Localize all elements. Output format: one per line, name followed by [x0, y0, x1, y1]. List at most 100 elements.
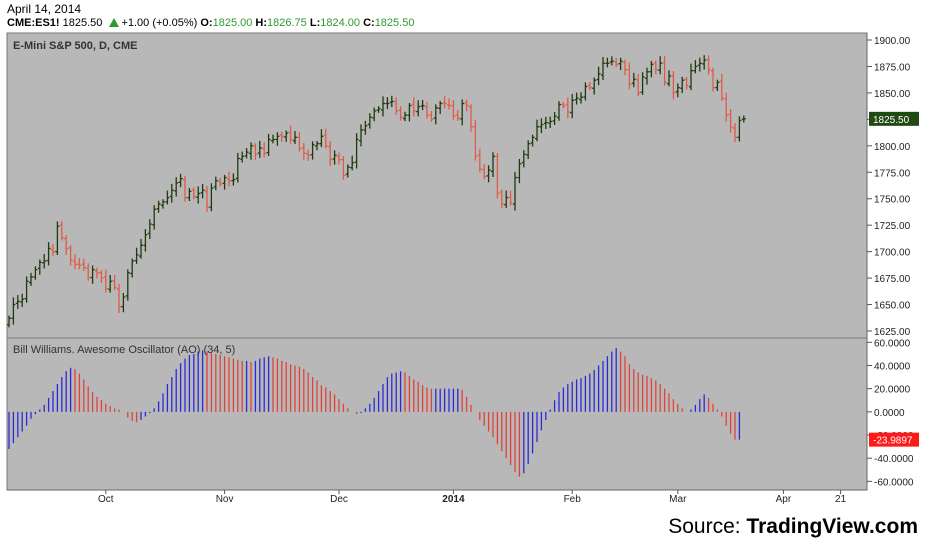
ohlc-bar: [499, 189, 504, 209]
ohlc-bar: [174, 177, 179, 197]
chart-canvas[interactable]: E-Mini S&P 500, D, CME Bill Williams. Aw…: [0, 0, 932, 512]
ao-y-tick-label: 20.0000: [874, 385, 911, 396]
ohlc-bar: [561, 101, 566, 109]
ohlc-bar: [429, 111, 434, 123]
price-y-tick-label: 1800.00: [874, 142, 911, 153]
ohlc-bar: [579, 92, 583, 104]
ohlc-bar: [420, 99, 425, 111]
price-series: [7, 55, 746, 328]
ohlc-bar: [724, 92, 729, 122]
ohlc-bar: [504, 190, 509, 209]
ohlc-bar: [59, 220, 64, 241]
ohlc-bar: [231, 173, 236, 186]
ohlc-bar: [381, 96, 385, 117]
ohlc-bar: [473, 119, 478, 161]
ohlc-bar: [376, 106, 381, 113]
ohlc-bar: [139, 238, 143, 259]
ao-panel[interactable]: [6, 337, 868, 491]
ohlc-bar: [433, 104, 438, 125]
ohlc-bar: [64, 235, 69, 255]
ohlc-bar: [442, 95, 447, 109]
ohlc-bar: [218, 177, 223, 187]
ohlc-bar: [517, 158, 522, 184]
ao-last-label: -23.9897: [873, 436, 913, 447]
ohlc-bar: [293, 131, 297, 145]
ohlc-bar: [667, 70, 671, 87]
ohlc-bar: [411, 97, 416, 117]
ohlc-bar: [513, 171, 517, 211]
time-axis-label: 2014: [442, 494, 465, 505]
ohlc-bar: [702, 55, 707, 70]
up-arrow-icon: [109, 18, 120, 27]
ohlc-bar: [491, 152, 495, 178]
ohlc-bar: [636, 74, 641, 97]
ohlc-bar: [266, 133, 271, 156]
ohlc-bar: [275, 132, 280, 146]
ohlc-bar: [323, 128, 328, 149]
ohlc-bar: [486, 165, 491, 183]
time-axis-label: Nov: [216, 494, 234, 505]
ohlc-bar: [715, 79, 720, 92]
ohlc-bar: [367, 113, 372, 129]
ohlc-bar: [99, 270, 104, 283]
ohlc-bar: [337, 152, 341, 165]
ao-panel-title: Bill Williams. Awesome Oscillator (AO) (…: [13, 344, 235, 356]
ohlc-bar: [570, 93, 575, 119]
ohlc-bar: [117, 284, 121, 314]
ohlc-bar: [385, 97, 390, 110]
ohlc-bar: [460, 99, 465, 126]
ohlc-bar: [398, 106, 403, 121]
quote-line: CME:ES1! 1825.50 +1.00 (+0.05%) O:1825.0…: [7, 17, 414, 29]
open-value: 1825.00: [212, 17, 253, 29]
ohlc-bar: [557, 101, 561, 121]
ohlc-bar: [200, 183, 205, 199]
price-y-tick-label: 1775.00: [874, 168, 911, 179]
ohlc-bar: [152, 205, 157, 230]
ohlc-bar: [671, 71, 676, 100]
ohlc-bar: [508, 190, 513, 206]
ohlc-bar: [345, 164, 350, 178]
ohlc-bar: [108, 274, 113, 293]
close-label: C:: [363, 17, 375, 29]
ohlc-bar: [306, 149, 311, 161]
ohlc-bar: [451, 99, 456, 120]
ohlc-bar: [653, 60, 658, 75]
ao-series: [8, 348, 741, 477]
price-y-tick-label: 1900.00: [874, 36, 911, 47]
ohlc-bar: [477, 148, 482, 173]
ohlc-bar: [11, 297, 16, 325]
ohlc-bar: [235, 152, 240, 183]
ohlc-bar: [737, 116, 742, 142]
ohlc-bar: [33, 266, 38, 280]
ohlc-bar: [187, 187, 192, 202]
ohlc-bar: [20, 293, 25, 307]
ohlc-bar: [178, 173, 183, 188]
ohlc-bar: [447, 98, 451, 110]
ohlc-bar: [284, 130, 289, 142]
ohlc-bar: [209, 183, 214, 212]
ohlc-bar: [733, 123, 737, 143]
ohlc-bar: [469, 104, 473, 132]
ao-y-tick-label: 60.0000: [874, 338, 911, 349]
ohlc-bar: [526, 140, 531, 160]
ohlc-bar: [7, 315, 11, 328]
ohlc-bar: [161, 199, 165, 209]
ohlc-bar: [354, 133, 359, 169]
ohlc-bar: [552, 112, 557, 125]
price-y-tick-label: 1850.00: [874, 89, 911, 100]
price-panel-title: E-Mini S&P 500, D, CME: [13, 40, 138, 52]
ohlc-bar: [328, 140, 333, 166]
ohlc-bar: [205, 185, 209, 213]
ohlc-bar: [73, 254, 77, 270]
ohlc-bar: [530, 134, 535, 147]
ohlc-bar: [125, 269, 130, 301]
price-change: +1.00 (+0.05%): [121, 17, 198, 29]
ohlc-bar: [543, 116, 548, 129]
ohlc-bar: [68, 245, 73, 266]
ohlc-bar: [319, 129, 324, 148]
ohlc-bar: [15, 295, 20, 309]
ohlc-bar: [587, 81, 592, 91]
price-y-tick-label: 1700.00: [874, 248, 911, 259]
price-panel[interactable]: [6, 32, 868, 339]
ohlc-bar: [565, 97, 570, 119]
